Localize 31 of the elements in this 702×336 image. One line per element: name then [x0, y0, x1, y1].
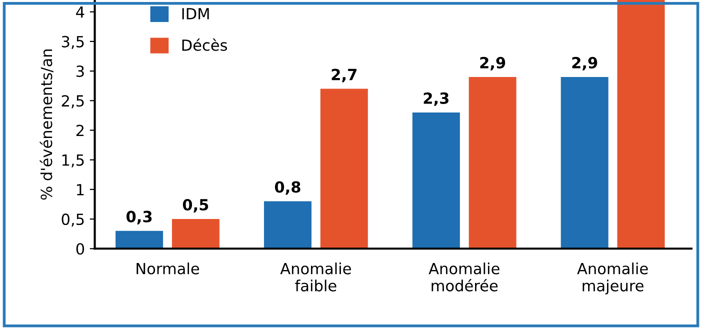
y-tick-label: 3: [76, 66, 84, 78]
data-label: 0,8: [274, 181, 300, 195]
x-tick-label: Anomalie faible: [280, 262, 351, 292]
y-tick-label: 3,5: [62, 36, 84, 50]
bar: [172, 219, 220, 249]
y-tick-label: 0,5: [62, 214, 84, 227]
legend-label: IDM: [182, 8, 209, 20]
bar: [116, 230, 164, 249]
data-label: 2,9: [572, 56, 598, 70]
y-tick-label: 2,5: [62, 95, 84, 108]
bar: [320, 88, 368, 249]
bar: [617, 0, 665, 249]
data-label: 2,7: [332, 68, 356, 82]
x-tick-label: Normale: [136, 262, 200, 274]
x-tick-label: Anomalie majeure: [577, 262, 648, 294]
bar: [412, 112, 460, 249]
y-tick-label: 1,5: [62, 154, 84, 168]
y-tick-label: 2: [76, 124, 84, 136]
y-tick-label: 4: [76, 6, 84, 18]
bar: [468, 76, 516, 249]
y-tick-label: 0: [76, 243, 84, 255]
y-axis-title: % d'événements/an: [40, 49, 54, 200]
y-tick-label: 1: [77, 184, 84, 196]
bar: [264, 201, 312, 249]
data-label: 2,9: [480, 56, 506, 70]
data-label: 0,3: [126, 210, 152, 224]
data-label: 2,3: [424, 92, 448, 106]
bar: [560, 76, 608, 249]
legend-label: Décès: [182, 38, 228, 51]
data-label: 0,5: [182, 198, 208, 212]
x-tick-label: Anomalie modérée: [428, 262, 500, 292]
